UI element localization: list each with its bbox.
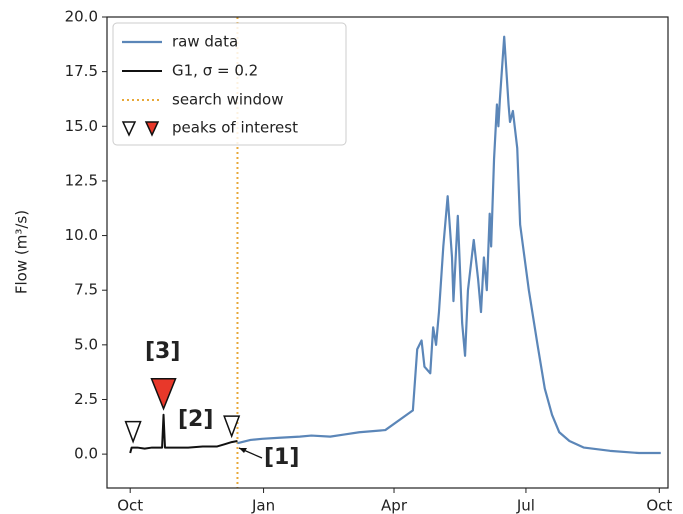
plot-frame [106,16,669,489]
y-tick-label: 17.5 [65,62,98,80]
annotation: [1] [264,445,299,470]
annotation-arrowhead [239,448,247,453]
annotation: [2] [178,407,213,432]
y-tick-label: 12.5 [65,171,98,189]
legend-swatch [144,121,160,137]
legend-label: G1, σ = 0.2 [172,62,258,80]
x-tick-label: Oct [646,497,672,514]
y-axis-label: Flow (m³/s) [13,210,31,294]
y-tick-label: 10.0 [65,226,98,244]
peak-marker [223,415,241,439]
legend-label: peaks of interest [172,119,298,137]
series-line [129,413,238,454]
x-tick-label: Oct [117,497,143,514]
series-line [237,35,661,455]
y-tick-label: 7.5 [74,281,98,299]
x-tick-label: Apr [381,497,408,514]
annotation: [3] [145,339,180,364]
legend-label: raw data [172,33,238,51]
y-tick-label: 20.0 [65,8,98,26]
y-tick-label: 2.5 [74,390,98,408]
legend-label: search window [172,91,284,109]
legend-swatch [121,121,137,137]
peak-marker [124,420,142,444]
y-tick-label: 5.0 [74,335,98,353]
x-tick-label: Jan [251,497,275,514]
peak-marker [150,378,177,411]
y-tick-label: 0.0 [74,445,98,463]
y-tick-label: 15.0 [65,117,98,135]
legend-box [112,22,347,146]
x-tick-label: Jul [516,497,535,514]
